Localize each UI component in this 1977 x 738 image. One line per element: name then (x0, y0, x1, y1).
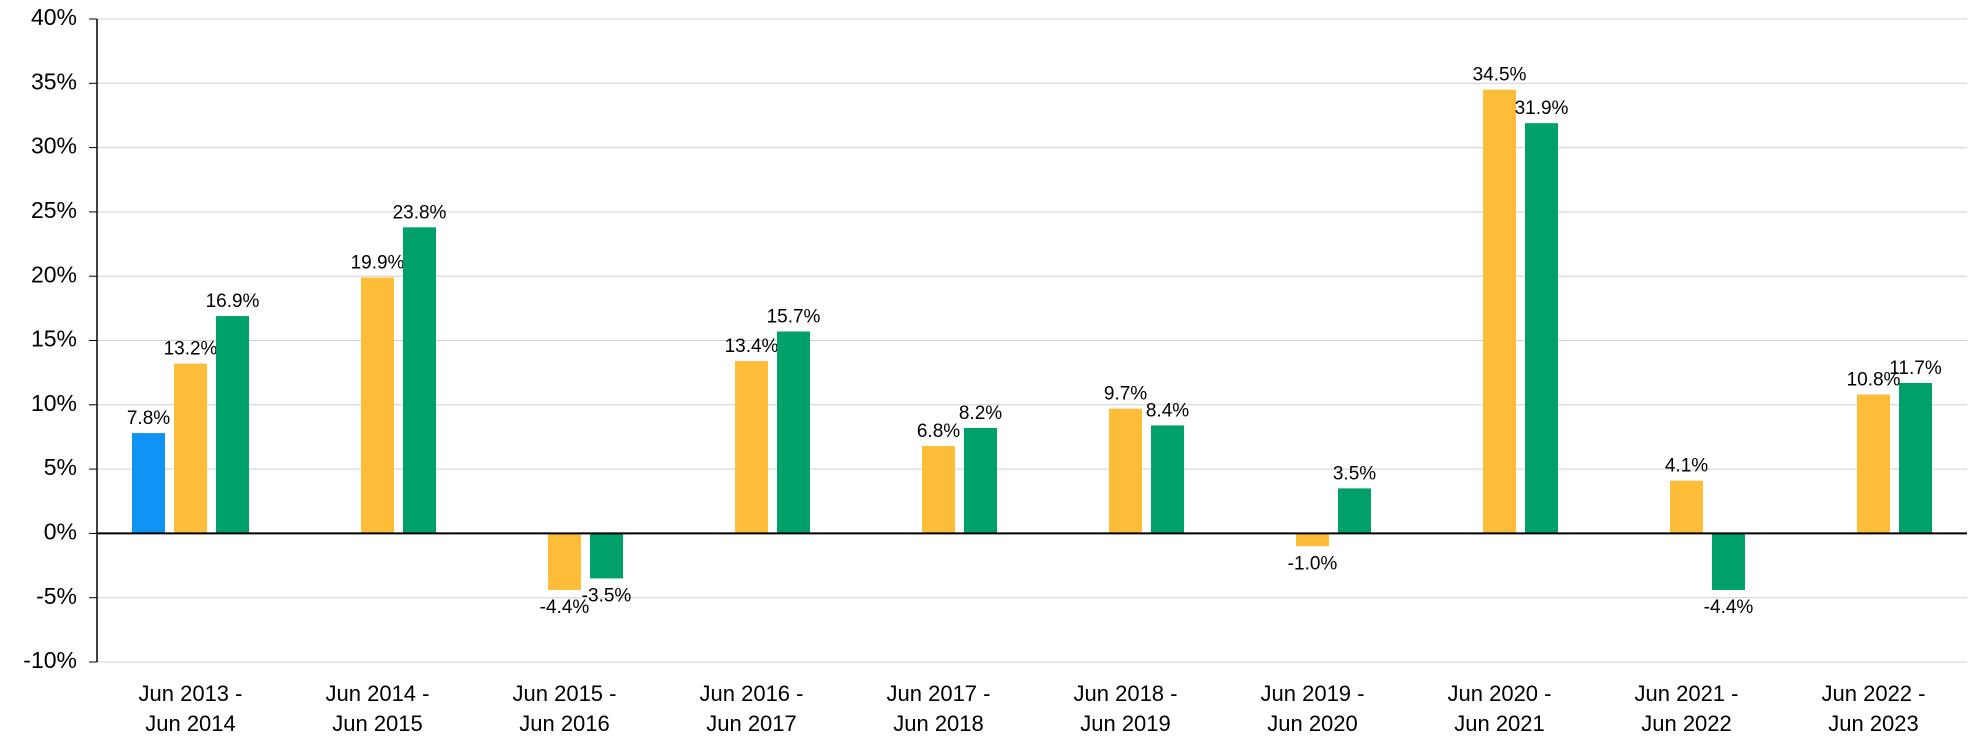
data-label: 11.7% (1889, 358, 1942, 379)
x-tick-label: Jun 2019 (1080, 711, 1171, 736)
bar (1151, 425, 1184, 534)
data-label: -4.4% (540, 597, 590, 618)
x-tick-label: Jun 2018 - (1074, 681, 1178, 706)
bar (1712, 533, 1745, 590)
data-label: 19.9% (351, 253, 405, 274)
data-label: 7.8% (127, 408, 170, 429)
x-tick-label: Jun 2018 (893, 711, 984, 736)
bar (1483, 89, 1516, 534)
data-label: 34.5% (1473, 65, 1527, 86)
data-label: 23.8% (393, 202, 447, 223)
data-label: -3.5% (582, 585, 632, 606)
y-tick-label: 20% (31, 261, 77, 287)
y-tick-label: 35% (31, 68, 77, 94)
y-tick-label: -10% (23, 647, 77, 673)
data-label: -1.0% (1288, 553, 1338, 574)
bar (1338, 488, 1371, 534)
data-label: 10.8% (1847, 370, 1901, 391)
x-tick-label: Jun 2020 (1267, 711, 1358, 736)
x-tick-label: Jun 2014 - (326, 681, 430, 706)
bar (590, 533, 623, 579)
bar (548, 533, 581, 590)
x-tick-label: Jun 2013 - (139, 681, 243, 706)
bar (922, 445, 955, 534)
data-label: 3.5% (1333, 463, 1376, 484)
data-label: 31.9% (1515, 98, 1569, 119)
data-label: 9.7% (1104, 384, 1147, 405)
bar (361, 277, 394, 534)
data-label: 16.9% (206, 291, 260, 312)
data-label: 13.4% (725, 336, 779, 357)
y-tick-label: 0% (44, 518, 77, 544)
bar (1109, 408, 1142, 534)
data-label: 4.1% (1665, 456, 1708, 477)
x-tick-label: Jun 2020 - (1448, 681, 1552, 706)
data-label: -4.4% (1704, 597, 1754, 618)
x-tick-label: Jun 2019 - (1261, 681, 1365, 706)
bar (1670, 480, 1703, 534)
y-tick-label: -5% (36, 583, 77, 609)
x-tick-label: Jun 2015 - (513, 681, 617, 706)
data-label: 15.7% (767, 307, 821, 328)
y-tick-label: 40% (31, 4, 77, 30)
data-label: 8.2% (959, 403, 1002, 424)
bar (1296, 533, 1329, 547)
bar (735, 361, 768, 534)
x-tick-label: Jun 2021 (1454, 711, 1545, 736)
bar (964, 427, 997, 534)
bar (1525, 123, 1558, 534)
y-tick-label: 30% (31, 133, 77, 159)
x-tick-label: Jun 2017 (706, 711, 797, 736)
x-tick-label: Jun 2015 (332, 711, 423, 736)
y-tick-label: 10% (31, 390, 77, 416)
x-tick-label: Jun 2016 (519, 711, 610, 736)
y-tick-label: 5% (44, 454, 77, 480)
y-tick-label: 25% (31, 197, 77, 223)
bar (132, 433, 165, 534)
bar (403, 227, 436, 534)
x-tick-label: Jun 2021 - (1635, 681, 1739, 706)
bar (777, 331, 810, 534)
bar (216, 316, 249, 534)
x-tick-label: Jun 2022 - (1822, 681, 1926, 706)
bar (1857, 394, 1890, 534)
bar (174, 363, 207, 534)
y-tick-label: 15% (31, 326, 77, 352)
x-tick-label: Jun 2016 - (700, 681, 804, 706)
x-tick-label: Jun 2014 (145, 711, 236, 736)
data-label: 6.8% (917, 421, 960, 442)
data-label: 13.2% (164, 339, 218, 360)
x-tick-label: Jun 2023 (1828, 711, 1919, 736)
bar (1899, 382, 1932, 534)
x-tick-label: Jun 2017 - (887, 681, 991, 706)
x-tick-label: Jun 2022 (1641, 711, 1732, 736)
data-label: 8.4% (1146, 400, 1189, 421)
